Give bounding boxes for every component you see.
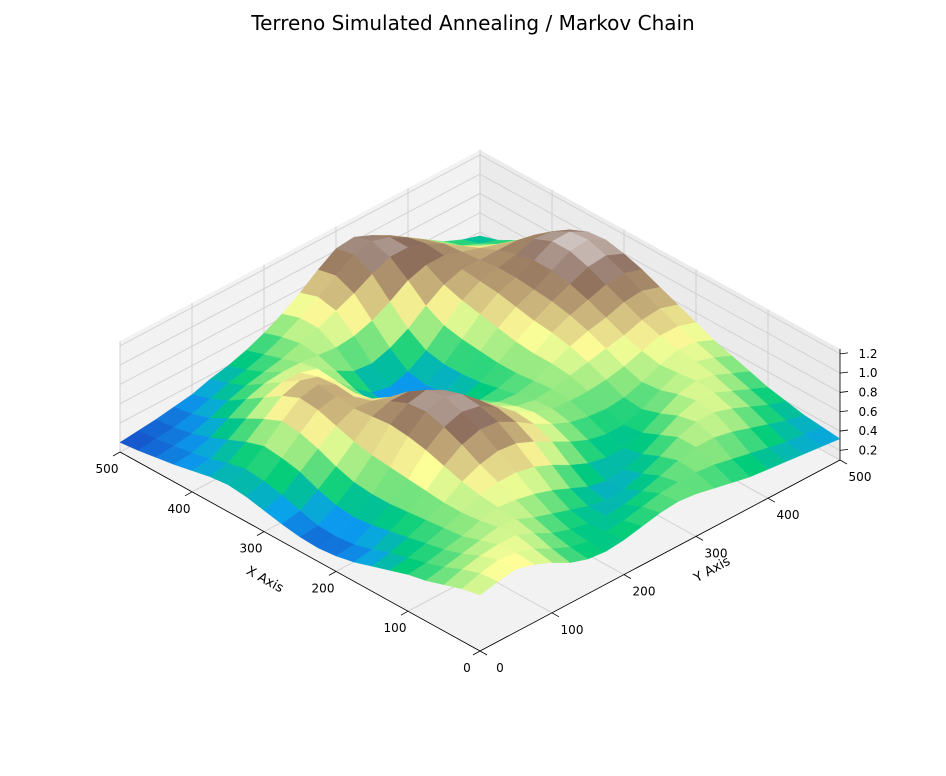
- y-tick-mark: [839, 459, 848, 465]
- z-tick-label: 0.2: [858, 443, 877, 457]
- y-axis-line: [479, 459, 841, 652]
- x-tick-mark: [256, 531, 265, 536]
- z-tick-label: 1.2: [858, 347, 877, 361]
- y-tick-mark: [623, 574, 632, 579]
- x-tick-mark: [328, 571, 337, 576]
- z-tick-label: 1.0: [858, 366, 877, 380]
- x-axis-label: X Axis: [244, 564, 286, 597]
- x-tick-label: 400: [168, 502, 191, 516]
- x-tick-label: 200: [312, 581, 335, 595]
- x-tick-mark: [112, 451, 121, 457]
- z-tick-mark: [839, 410, 849, 413]
- y-tick-label: 300: [705, 546, 728, 560]
- x-tick-mark: [400, 610, 409, 616]
- y-tick-label: 400: [777, 508, 800, 522]
- x-tick-mark: [184, 491, 193, 497]
- z-tick-mark: [839, 429, 849, 432]
- grid-line: [479, 173, 841, 374]
- x-tick-label: 0: [463, 661, 471, 675]
- z-tick-mark: [839, 448, 849, 451]
- surface-face: [461, 573, 499, 596]
- y-tick-mark: [767, 497, 776, 503]
- y-tick-label: 200: [633, 585, 656, 599]
- x-tick-label: 300: [240, 542, 263, 556]
- axes: [112, 349, 849, 656]
- y-tick-mark: [551, 612, 560, 618]
- z-tick-label: 0.4: [858, 424, 877, 438]
- z-tick-label: 0.6: [858, 405, 877, 419]
- x-tick-label: 500: [96, 462, 119, 476]
- z-tick-mark: [839, 371, 849, 374]
- z-tick-mark: [839, 391, 849, 393]
- x-tick-label: 100: [384, 621, 407, 635]
- y-tick-mark: [695, 536, 704, 541]
- chart-title: Terreno Simulated Annealing / Markov Cha…: [251, 11, 695, 35]
- y-tick-label: 500: [849, 470, 872, 484]
- grid-line: [119, 154, 481, 347]
- y-tick-mark: [479, 650, 488, 656]
- y-tick-label: 100: [561, 623, 584, 637]
- grid-line: [479, 154, 841, 355]
- grid-line: [119, 193, 481, 385]
- z-tick-mark: [839, 352, 849, 355]
- z-tick-label: 0.8: [858, 385, 877, 399]
- grid-line: [119, 173, 481, 366]
- x-tick-mark: [472, 650, 481, 656]
- x-axis-line: [119, 451, 481, 652]
- surface: [119, 229, 841, 596]
- y-tick-label: 0: [496, 661, 504, 675]
